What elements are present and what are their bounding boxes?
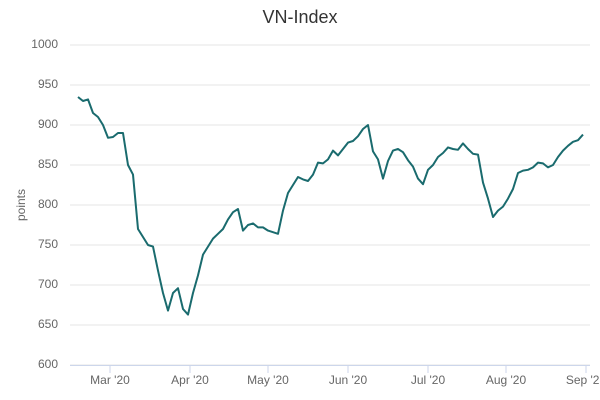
x-tick-label: Mar '20 bbox=[90, 373, 130, 387]
y-tick-label: 900 bbox=[38, 117, 58, 131]
y-tick-label: 1000 bbox=[31, 37, 58, 51]
y-tick-label: 950 bbox=[38, 77, 58, 91]
x-tick-label: May '20 bbox=[247, 373, 289, 387]
y-axis-label: points bbox=[14, 189, 28, 221]
x-tick-label: Aug '20 bbox=[486, 373, 527, 387]
y-tick-label: 650 bbox=[38, 317, 58, 331]
y-tick-label: 750 bbox=[38, 237, 58, 251]
chart-title: VN-Index bbox=[262, 7, 337, 27]
y-tick-label: 600 bbox=[38, 357, 58, 371]
y-tick-label: 700 bbox=[38, 277, 58, 291]
x-tick-label: Apr '20 bbox=[171, 373, 209, 387]
x-tick-label: Jul '20 bbox=[411, 373, 446, 387]
x-tick-label: Jun '20 bbox=[329, 373, 368, 387]
x-tick-label: Sep '20 bbox=[566, 373, 600, 387]
y-tick-label: 800 bbox=[38, 197, 58, 211]
data-line bbox=[77, 96, 584, 316]
y-tick-label: 850 bbox=[38, 157, 58, 171]
